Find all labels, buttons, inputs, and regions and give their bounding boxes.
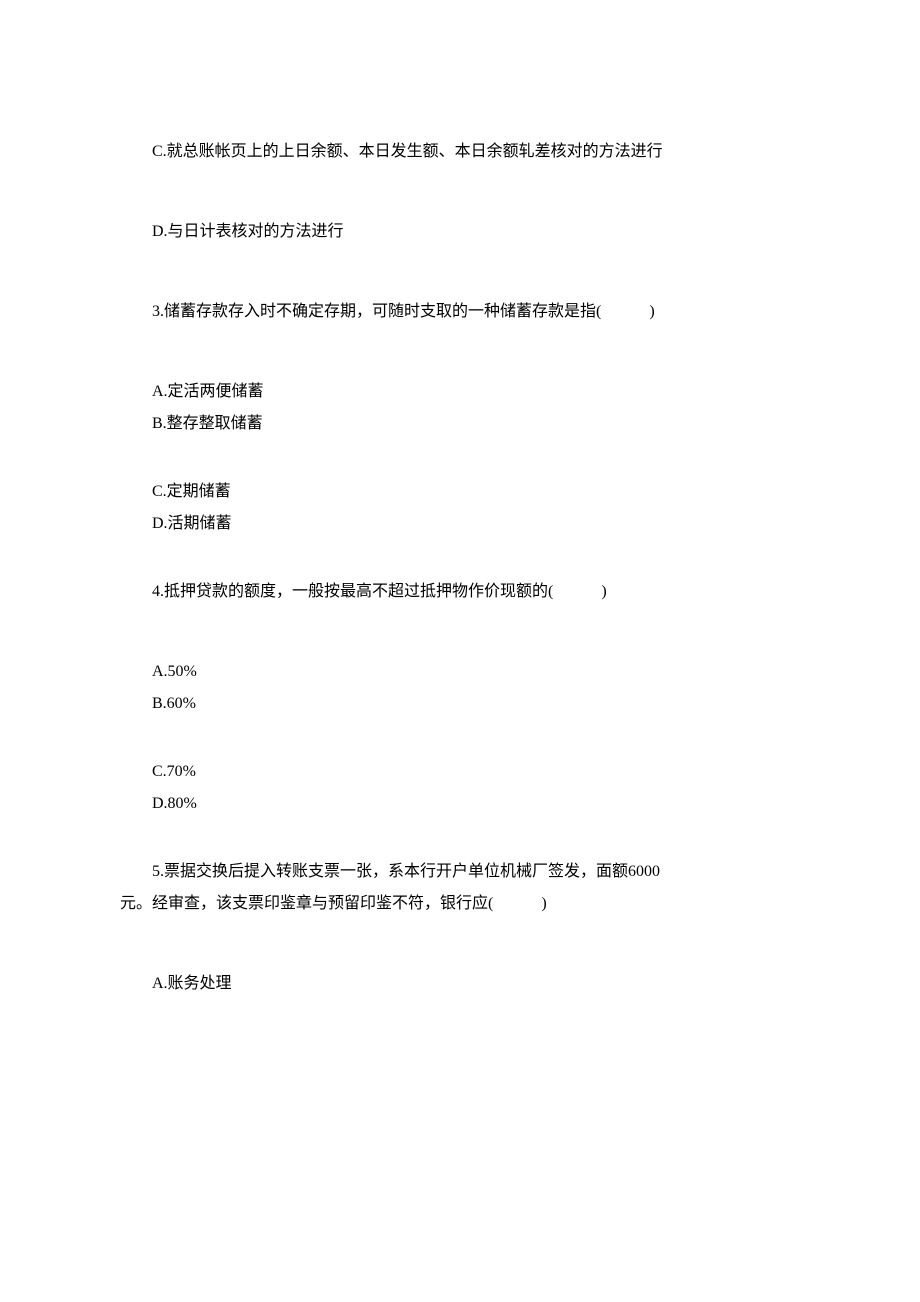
spacer — [120, 444, 800, 480]
spacer — [120, 544, 800, 580]
question-5-line1: 5.票据交换后提入转账支票一张，系本行开户单位机械厂签发，面额6000 — [120, 860, 800, 884]
spacer — [120, 824, 800, 860]
question-4-option-d: D.80% — [120, 792, 800, 816]
spacer — [120, 252, 800, 300]
option-d: D.与日计表核对的方法进行 — [120, 220, 800, 244]
option-c: C.就总账帐页上的上日余额、本日发生额、本日余额轧差核对的方法进行 — [120, 140, 800, 164]
spacer — [120, 172, 800, 220]
spacer — [120, 332, 800, 380]
question-3-option-d: D.活期储蓄 — [120, 512, 800, 536]
question-4: 4.抵押贷款的额度，一般按最高不超过抵押物作价现额的( ) — [120, 580, 800, 604]
spacer — [120, 924, 800, 972]
question-4-option-b: B.60% — [120, 692, 800, 716]
question-4-option-a: A.50% — [120, 660, 800, 684]
question-3: 3.储蓄存款存入时不确定存期，可随时支取的一种储蓄存款是指( ) — [120, 300, 800, 324]
question-3-option-c: C.定期储蓄 — [120, 480, 800, 504]
question-3-option-a: A.定活两便储蓄 — [120, 380, 800, 404]
question-5-line2: 元。经审查，该支票印鉴章与预留印鉴不符，银行应( ) — [120, 892, 800, 916]
question-4-option-c: C.70% — [120, 760, 800, 784]
question-5-option-a: A.账务处理 — [120, 972, 800, 996]
spacer — [120, 724, 800, 760]
spacer — [120, 612, 800, 660]
question-3-option-b: B.整存整取储蓄 — [120, 412, 800, 436]
